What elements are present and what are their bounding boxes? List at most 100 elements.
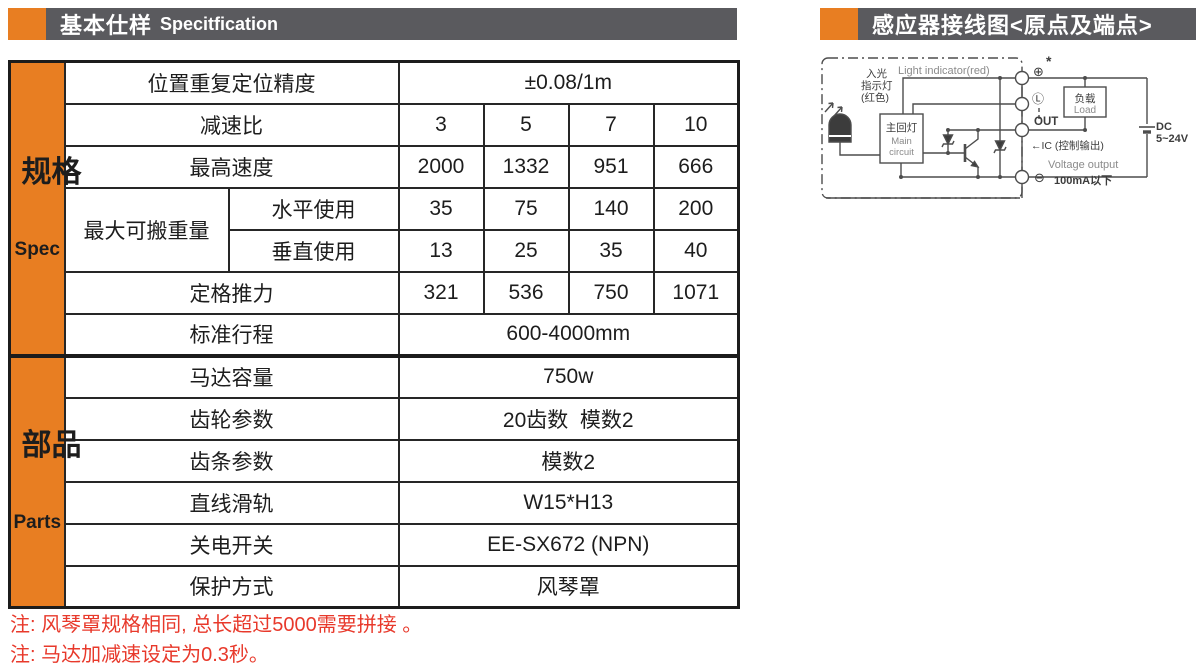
label-main-en-2: circuit: [889, 147, 914, 158]
table-row: 规格 Spec 位置重复定位精度 ±0.08/1m: [8, 60, 740, 357]
cell-value: 5: [482, 102, 570, 147]
right-header-title: 感应器接线图<原点及端点>: [872, 13, 1153, 38]
cell-value: 1071: [652, 270, 740, 315]
row-label: 马达容量: [63, 353, 400, 399]
label-light-indicator: Light indicator(red): [898, 65, 990, 77]
light-ray-2-arrow: [837, 106, 843, 113]
row-label: 垂直使用: [227, 228, 400, 273]
cell-value: 25: [482, 228, 570, 273]
left-header-title-en: Specitfication: [160, 13, 279, 34]
row-label: 定格推力: [63, 270, 400, 315]
label-voltage-output: Voltage output: [1048, 159, 1118, 171]
row-label: 水平使用: [227, 186, 400, 231]
table-row: 定格推力 321 536 750 1071: [10, 270, 740, 315]
label-load-zh: 负载: [1075, 92, 1097, 105]
row-value: 模数2: [397, 438, 740, 483]
label-main-en-1: Main: [891, 136, 912, 147]
table-row: 部品 Parts 马达容量 750w: [8, 353, 740, 609]
led-icon: [828, 113, 852, 143]
cell-value: 750: [567, 270, 655, 315]
load-box: [1063, 86, 1107, 118]
row-label: 最高速度: [63, 144, 400, 189]
label-out: OUT: [1034, 116, 1058, 128]
zener-right-icon: [994, 140, 1006, 152]
table-row: 标准行程 600-4000mm: [10, 312, 740, 357]
spec-table: 规格 Spec 位置重复定位精度 ±0.08/1m 减速比 3 5 7 10 最…: [8, 60, 741, 609]
section-spec-en: Spec: [14, 238, 60, 260]
row-value: 750w: [397, 353, 740, 399]
transistor-collector: [964, 130, 979, 150]
row-label: 标准行程: [63, 312, 400, 357]
row-label: 齿条参数: [63, 438, 400, 483]
wire-vcc-to-main: [902, 77, 1015, 114]
sensor-wiring-diagram: Light indicator(red) 入光 指示灯 (红色) 主回灯 Mai…: [821, 53, 1189, 199]
wire-l-to-main: [912, 103, 1015, 114]
note-bellows-cover: 注: 风琴罩规格相同, 总长超过5000需要拼接 。: [10, 614, 423, 636]
table-row: 减速比 3 5 7 10: [10, 102, 740, 147]
section-parts-zh: 部品: [21, 429, 82, 463]
cell-value: 3: [397, 102, 485, 147]
table-row: 齿轮参数 20齿数 模数2: [10, 396, 740, 441]
cell-value: 7: [567, 102, 655, 147]
table-row: 直线滑轨 W15*H13: [10, 480, 740, 525]
table-row: 保护方式 风琴罩: [10, 564, 740, 609]
cell-value: 951: [567, 144, 655, 189]
terminal-plus: [1014, 70, 1030, 86]
cell-value: 666: [652, 144, 740, 189]
table-row: 齿条参数 模数2: [10, 438, 740, 483]
row-value: EE-SX672 (NPN): [397, 522, 740, 567]
label-main-circuit-zh: 主回灯: [886, 122, 918, 134]
row-value: 600-4000mm: [397, 312, 740, 357]
row-value: ±0.08/1m: [397, 60, 740, 105]
cell-value: 321: [397, 270, 485, 315]
cell-value: 13: [397, 228, 485, 273]
cell-value: 2000: [397, 144, 485, 189]
row-label: 关电开关: [63, 522, 400, 567]
l-terminal-symbol: Ⓛ: [1032, 92, 1044, 106]
note-motor-accel: 注: 马达加减速设定为0.3秒。: [10, 644, 269, 666]
cell-value: 35: [567, 228, 655, 273]
section-spec: 规格 Spec: [8, 60, 82, 357]
light-ray-1-arrow: [828, 102, 834, 109]
row-label: 直线滑轨: [63, 480, 400, 525]
junction-dots: [899, 76, 1087, 179]
row-value: W15*H13: [397, 480, 740, 525]
cell-value: 1332: [482, 144, 570, 189]
row-group-label: 最大可搬重量: [63, 186, 230, 273]
row-value: 20齿数 模数2: [397, 396, 740, 441]
plus-star: *: [1046, 53, 1052, 69]
plus-terminal-symbol: ⊕: [1033, 64, 1044, 79]
section-parts: 部品 Parts: [8, 353, 82, 609]
table-row: 最高速度 2000 1332 951 666: [10, 144, 740, 189]
cell-value: 536: [482, 270, 570, 315]
label-dc-2: 5~24V: [1156, 133, 1189, 145]
terminal-l: [1014, 96, 1030, 112]
label-ic-output: ←IC (控制输出): [1031, 139, 1104, 152]
terminal-out: [1014, 122, 1030, 138]
left-header-bar: 基本仕样 Specitfication: [46, 8, 737, 40]
minus-terminal-symbol: ⊖: [1034, 170, 1045, 185]
table-row: 关电开关 EE-SX672 (NPN): [10, 522, 740, 567]
label-led-zh-2: 指示灯: [861, 79, 893, 92]
row-label: 位置重复定位精度: [63, 60, 400, 105]
main-circuit-box: [879, 113, 924, 164]
right-header-accent-square: [820, 8, 858, 40]
transistor-emitter-arrow: [970, 160, 980, 169]
label-dc-1: DC: [1156, 121, 1172, 133]
zener-left-icon: [942, 134, 954, 146]
label-load-en: Load: [1074, 105, 1096, 116]
section-parts-en: Parts: [13, 512, 62, 534]
cell-value: 140: [567, 186, 655, 231]
cell-value: 75: [482, 186, 570, 231]
light-ray-1: [824, 102, 834, 113]
cell-value: 35: [397, 186, 485, 231]
terminal-minus: [1014, 169, 1030, 185]
row-label: 减速比: [63, 102, 400, 147]
cell-value: 10: [652, 102, 740, 147]
section-spec-zh: 规格: [21, 155, 82, 189]
light-ray-2: [833, 106, 843, 117]
left-header-accent-square: [8, 8, 46, 40]
left-header-title-zh: 基本仕样: [60, 13, 153, 38]
cell-value: 200: [652, 186, 740, 231]
row-label: 齿轮参数: [63, 396, 400, 441]
